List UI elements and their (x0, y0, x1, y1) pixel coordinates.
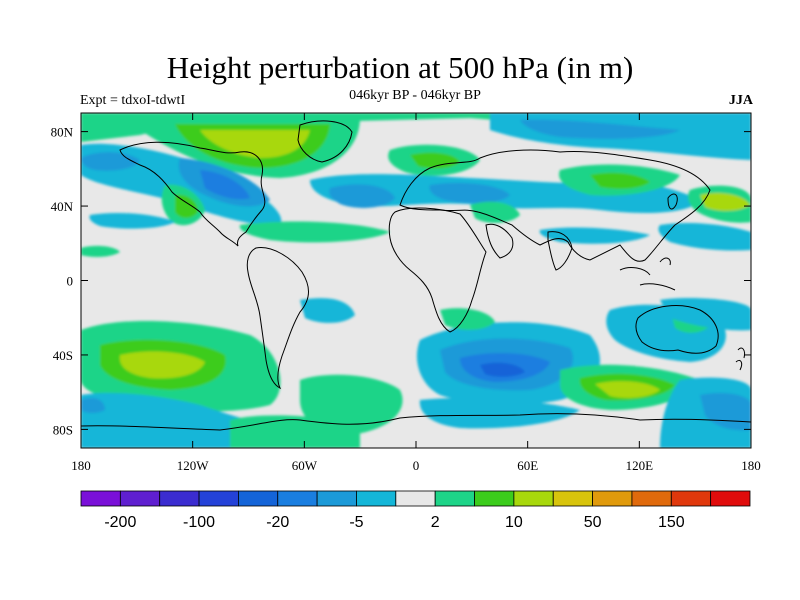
colorbar-box (670, 490, 712, 507)
lon-tick-label: 60W (292, 458, 318, 473)
colorbar-box (474, 490, 515, 507)
longitude-axis: 180 120W 60W 0 60E 120E 180 (71, 113, 761, 473)
lon-tick-label: 120W (177, 458, 210, 473)
colorbar-label: -200 (104, 514, 136, 531)
lon-tick-label: 60E (517, 458, 538, 473)
colorbar-box (356, 490, 397, 507)
lon-tick-label: 120E (626, 458, 654, 473)
lat-tick-label: 40N (51, 199, 74, 214)
plot-title: Height perturbation at 500 hPa (in m) (166, 50, 634, 85)
lat-tick-label: 0 (67, 274, 74, 289)
experiment-label: Expt = tdxoI-tdwtI (80, 93, 186, 108)
colorbar-box (80, 490, 121, 507)
colorbar-label: 50 (584, 514, 602, 531)
colorbar-box (631, 490, 672, 507)
colorbar-label: -5 (349, 514, 363, 531)
coastlines (81, 120, 751, 431)
lat-tick-label: 40S (53, 348, 73, 363)
colorbar-box (316, 490, 357, 507)
lon-tick-label: 180 (741, 458, 761, 473)
lon-tick-label: 180 (71, 458, 91, 473)
colorbar-box (277, 490, 318, 507)
colorbar: -200 -100 -20 -5 2 10 50 150 (80, 490, 751, 531)
colorbar-box (710, 490, 751, 507)
colorbar-box (159, 490, 200, 507)
colorbar-label: 10 (505, 514, 523, 531)
colorbar-label: -100 (183, 514, 215, 531)
colorbar-box (434, 490, 475, 507)
lat-tick-label: 80S (53, 422, 73, 437)
colorbar-label: -20 (266, 514, 289, 531)
colorbar-box (198, 490, 239, 507)
colorbar-box (592, 490, 633, 507)
contour-fills (81, 113, 751, 448)
colorbar-label: 2 (431, 514, 440, 531)
colorbar-box (513, 490, 554, 507)
colorbar-box (552, 490, 593, 507)
colorbar-label: 150 (658, 514, 685, 531)
season-label: JJA (728, 93, 753, 108)
lat-tick-label: 80N (51, 125, 74, 140)
lon-tick-label: 0 (413, 458, 420, 473)
period-label: 046kyr BP - 046kyr BP (349, 88, 481, 103)
colorbar-box (395, 490, 436, 507)
colorbar-box (119, 490, 161, 507)
colorbar-box (238, 490, 279, 507)
latitude-axis: 80N 40N 0 40S 80S (51, 125, 751, 437)
